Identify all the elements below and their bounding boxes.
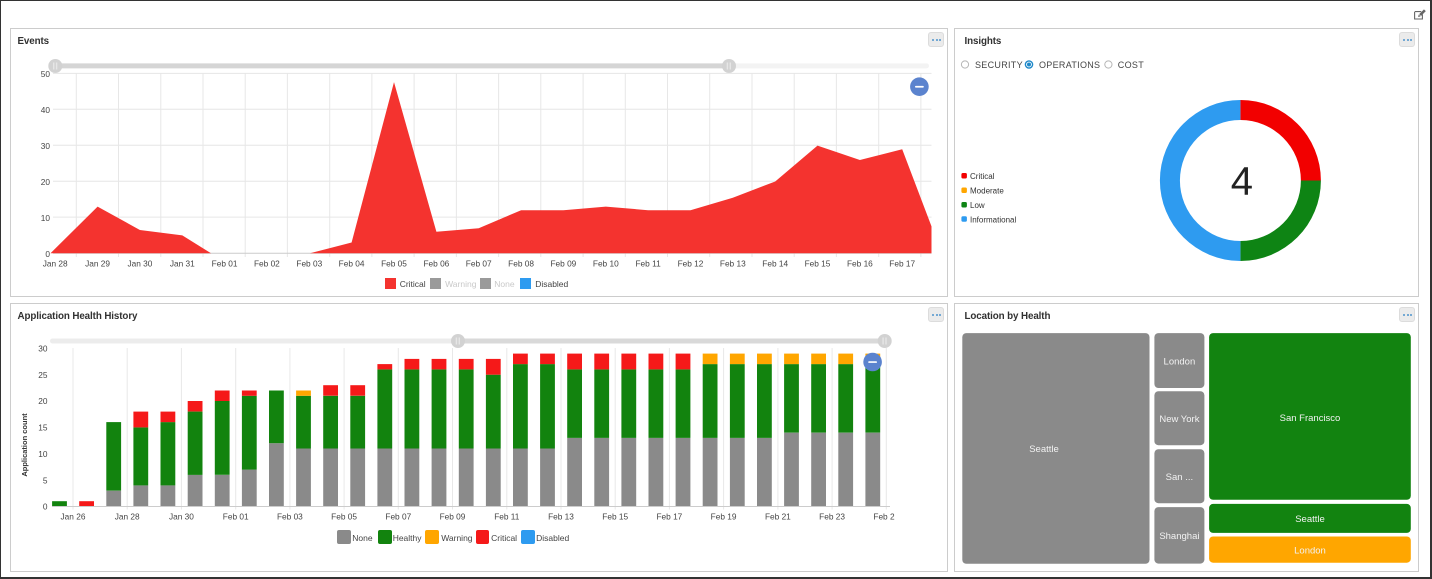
svg-text:Jan 30: Jan 30 bbox=[127, 259, 152, 269]
svg-text:Feb 23: Feb 23 bbox=[819, 512, 845, 522]
svg-text:20: 20 bbox=[38, 396, 48, 406]
svg-text:20: 20 bbox=[41, 177, 51, 187]
svg-text:San Francisco: San Francisco bbox=[1280, 413, 1341, 424]
svg-text:London: London bbox=[1294, 546, 1326, 557]
svg-text:Feb 15: Feb 15 bbox=[602, 512, 628, 522]
svg-text:Feb 11: Feb 11 bbox=[635, 259, 661, 269]
svg-text:5: 5 bbox=[43, 475, 48, 485]
svg-text:Seattle: Seattle bbox=[1295, 514, 1325, 525]
svg-text:Feb 06: Feb 06 bbox=[423, 259, 449, 269]
svg-text:40: 40 bbox=[41, 105, 51, 115]
svg-text:Feb 05: Feb 05 bbox=[331, 512, 357, 522]
svg-text:Seattle: Seattle bbox=[1029, 444, 1059, 455]
svg-text:Feb 19: Feb 19 bbox=[711, 512, 737, 522]
svg-text:0: 0 bbox=[43, 502, 48, 512]
svg-text:Feb 17: Feb 17 bbox=[656, 512, 682, 522]
svg-text:Feb 09: Feb 09 bbox=[550, 259, 576, 269]
svg-text:Feb 05: Feb 05 bbox=[381, 259, 407, 269]
svg-text:Feb 10: Feb 10 bbox=[593, 259, 619, 269]
svg-text:OPERATIONS: OPERATIONS bbox=[1039, 60, 1100, 70]
svg-text:Feb 11: Feb 11 bbox=[494, 512, 520, 522]
svg-text:Moderate: Moderate bbox=[970, 187, 1004, 196]
svg-text:30: 30 bbox=[41, 141, 51, 151]
svg-text:Jan 29: Jan 29 bbox=[85, 259, 110, 269]
svg-text:Low: Low bbox=[970, 201, 985, 210]
svg-text:30: 30 bbox=[38, 344, 48, 354]
svg-text:New York: New York bbox=[1159, 414, 1199, 425]
svg-text:Jan 31: Jan 31 bbox=[170, 259, 195, 269]
svg-text:Shanghai: Shanghai bbox=[1159, 531, 1199, 542]
svg-text:Feb 25: Feb 25 bbox=[873, 512, 899, 522]
svg-text:Critical: Critical bbox=[970, 172, 995, 181]
svg-text:Feb 01: Feb 01 bbox=[223, 512, 249, 522]
svg-text:Feb 17: Feb 17 bbox=[889, 259, 915, 269]
svg-text:Jan 26: Jan 26 bbox=[61, 512, 86, 522]
svg-text:Feb 13: Feb 13 bbox=[548, 512, 574, 522]
svg-text:Feb 16: Feb 16 bbox=[847, 259, 873, 269]
svg-text:25: 25 bbox=[38, 370, 48, 380]
svg-text:Feb 12: Feb 12 bbox=[678, 259, 704, 269]
svg-text:Feb 03: Feb 03 bbox=[277, 512, 303, 522]
svg-text:10: 10 bbox=[38, 449, 48, 459]
svg-text:15: 15 bbox=[38, 423, 48, 433]
svg-text:Feb 04: Feb 04 bbox=[339, 259, 365, 269]
svg-text:COST: COST bbox=[1118, 60, 1144, 70]
svg-text:Informational: Informational bbox=[970, 215, 1016, 224]
svg-text:London: London bbox=[1164, 357, 1196, 368]
svg-text:Application count: Application count bbox=[20, 413, 29, 477]
svg-text:50: 50 bbox=[41, 69, 51, 79]
svg-text:Feb 15: Feb 15 bbox=[805, 259, 831, 269]
svg-text:Feb 07: Feb 07 bbox=[466, 259, 492, 269]
svg-text:Feb 07: Feb 07 bbox=[385, 512, 411, 522]
svg-text:Jan 28: Jan 28 bbox=[43, 259, 68, 269]
svg-text:0: 0 bbox=[45, 249, 50, 259]
svg-text:Feb 13: Feb 13 bbox=[720, 259, 746, 269]
svg-text:4: 4 bbox=[1231, 160, 1253, 204]
svg-text:SECURITY: SECURITY bbox=[975, 60, 1023, 70]
svg-text:Feb 01: Feb 01 bbox=[212, 259, 238, 269]
svg-text:Feb 21: Feb 21 bbox=[765, 512, 791, 522]
svg-text:Feb 09: Feb 09 bbox=[440, 512, 466, 522]
svg-text:Feb 14: Feb 14 bbox=[762, 259, 788, 269]
svg-text:Jan 30: Jan 30 bbox=[169, 512, 194, 522]
svg-text:Feb 03: Feb 03 bbox=[296, 259, 322, 269]
svg-text:San ...: San ... bbox=[1166, 472, 1193, 483]
svg-text:Feb 08: Feb 08 bbox=[508, 259, 534, 269]
svg-text:Feb 02: Feb 02 bbox=[254, 259, 280, 269]
svg-text:10: 10 bbox=[41, 213, 51, 223]
svg-text:Jan 28: Jan 28 bbox=[115, 512, 140, 522]
